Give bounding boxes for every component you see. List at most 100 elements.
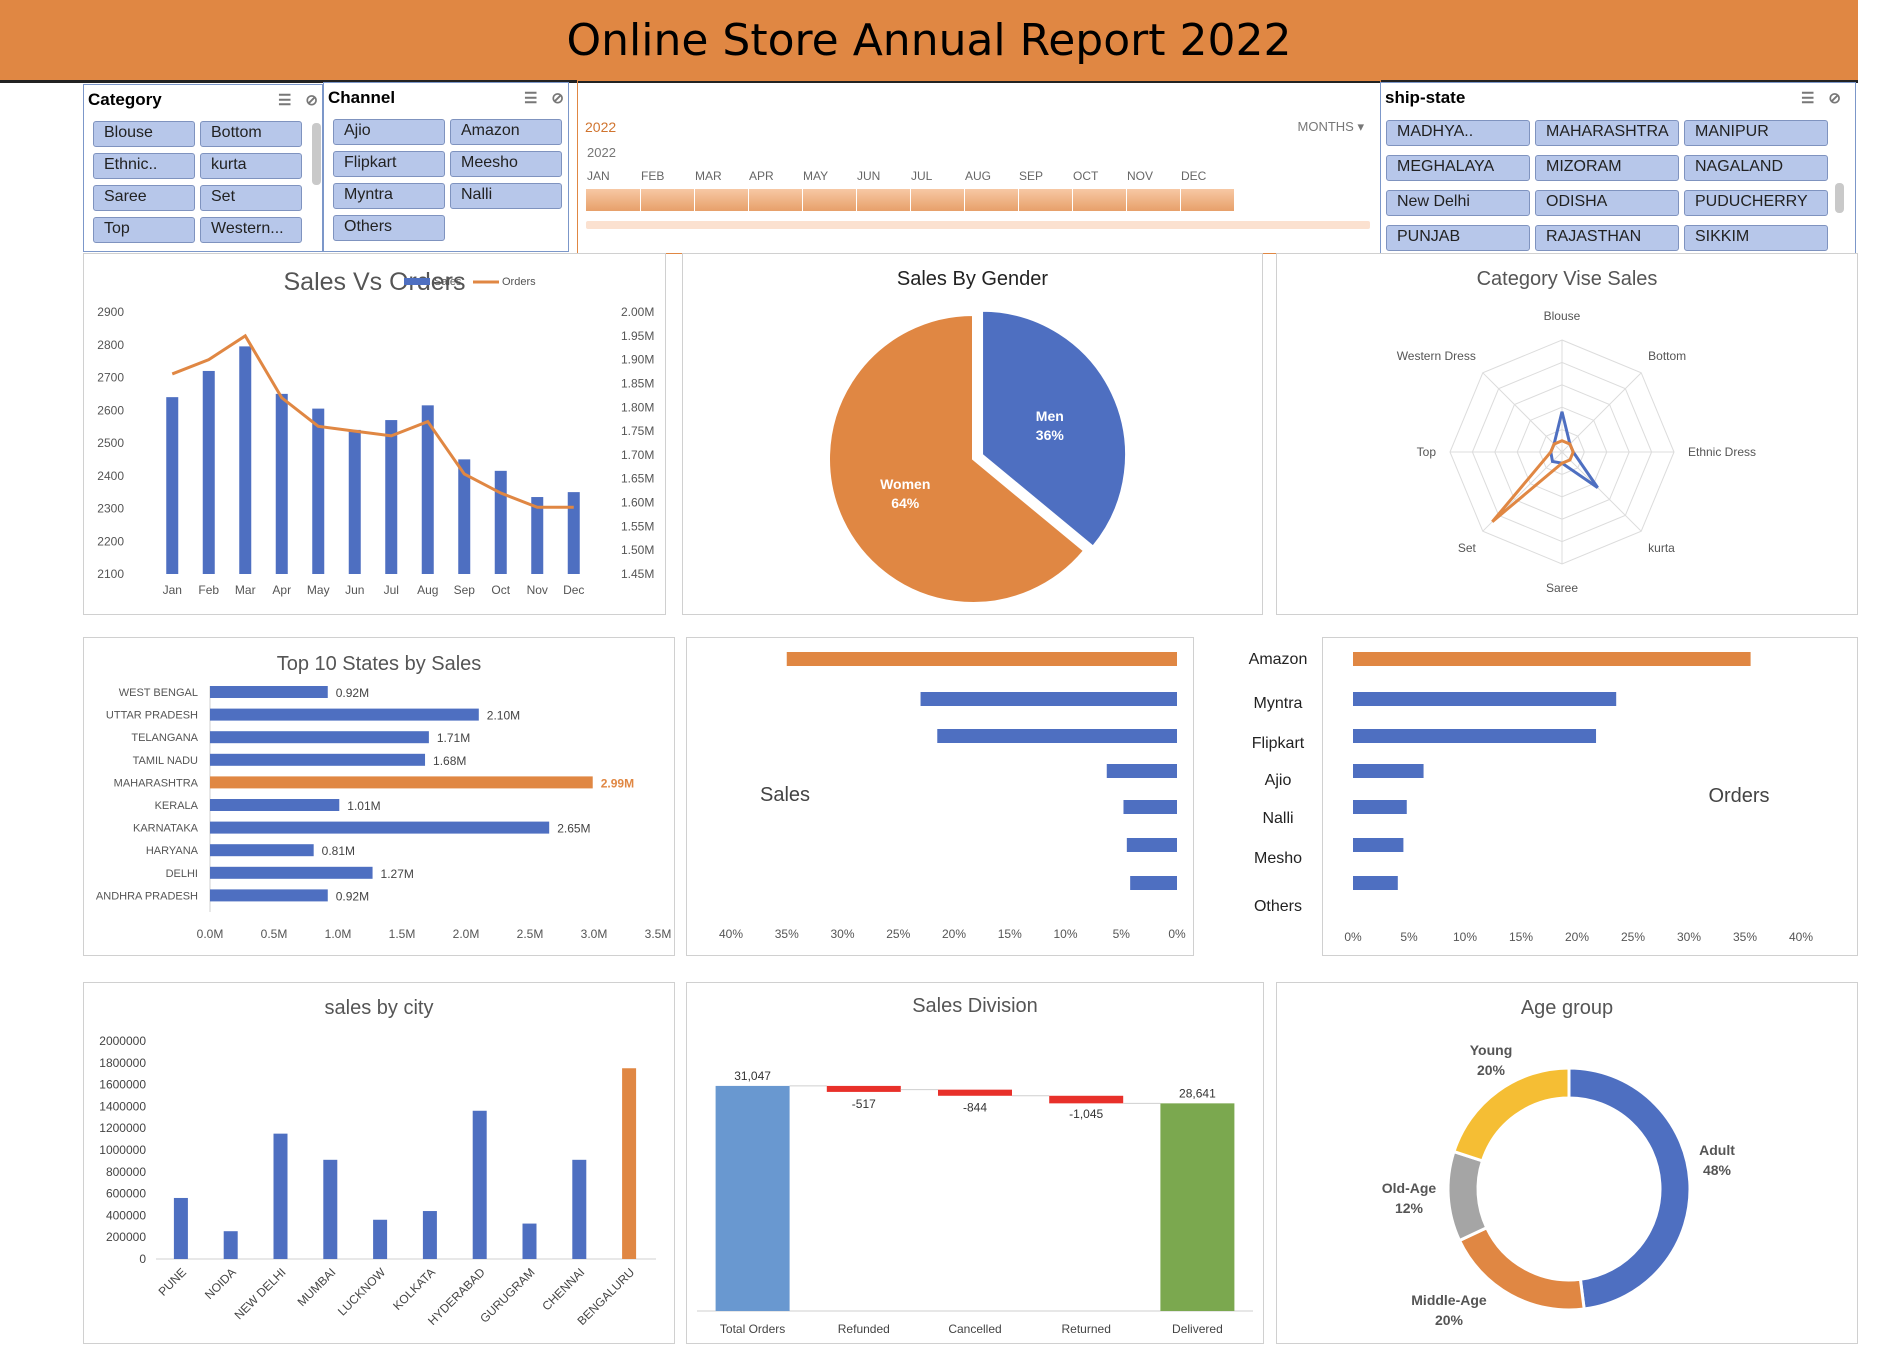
radar-axis-label: Ethnic Dress (1688, 445, 1756, 459)
timeline-month-label[interactable]: JUN (857, 169, 881, 183)
state-value-label: 1.68M (433, 754, 466, 768)
category-scrollbar[interactable] (312, 123, 321, 185)
slice-label: Men (1036, 408, 1064, 424)
timeline-month-label[interactable]: DEC (1181, 169, 1207, 183)
ship-state-option[interactable]: RAJASTHAN (1535, 225, 1679, 251)
x-tick-label: LUCKNOW (335, 1265, 389, 1319)
chart-title: Category Vise Sales (1476, 268, 1658, 290)
waterfall-value-label: -1,045 (1069, 1107, 1103, 1121)
timeline-selection-bar[interactable] (586, 189, 1234, 211)
ship-state-option[interactable]: PUDUCHERRY (1684, 190, 1828, 216)
chart-title: Sales Division (912, 995, 1038, 1017)
age-group-chart: Adult 48% Middle-Age 20% Old-Age 12% Young 20% (1382, 1042, 1735, 1328)
x-tick-label: 10% (1053, 927, 1077, 941)
timeline-month-label[interactable]: AUG (965, 169, 992, 183)
ship-state-option[interactable]: MEGHALAYA (1386, 155, 1530, 181)
legend-sales-label: Sales (434, 276, 462, 288)
channel-option[interactable]: Myntra (333, 183, 445, 209)
ship-state-option[interactable]: ODISHA (1535, 190, 1679, 216)
timeline-month-label[interactable]: FEB (641, 169, 665, 183)
ship-state-option[interactable]: SIKKIM (1684, 225, 1828, 251)
channel-option[interactable]: Nalli (450, 183, 562, 209)
clear-filter-icon[interactable]: ⊘ (1828, 90, 1841, 107)
timeline-month-label[interactable]: MAR (695, 169, 722, 183)
timeline-month-divider (1126, 189, 1127, 211)
timeline-month-label[interactable]: MAY (803, 169, 829, 183)
category-option[interactable]: Western... (200, 217, 302, 243)
category-vise-sales-panel: Category Vise Sales Blouse Bottom Ethnic D… (1276, 253, 1858, 615)
city-bar (472, 1110, 487, 1259)
ship-state-option[interactable]: New Delhi (1386, 190, 1530, 216)
y-tick-label: 2300 (97, 502, 124, 516)
radar-axis (1561, 372, 1642, 453)
clear-filter-icon[interactable]: ⊘ (305, 92, 318, 109)
timeline-month-label[interactable]: JAN (587, 169, 610, 183)
channel-option[interactable]: Meesho (450, 151, 562, 177)
channel-option[interactable]: Ajio (333, 119, 445, 145)
waterfall-value-label: 28,641 (1179, 1086, 1216, 1100)
channel-option[interactable]: Amazon (450, 119, 562, 145)
ship-state-option[interactable]: MAHARASHTRA (1535, 120, 1679, 146)
y2-tick-label: 2.00M (621, 305, 654, 319)
multi-select-icon[interactable]: ☰ (523, 90, 538, 107)
x-tick-label: May (307, 583, 330, 597)
ship-state-scrollbar[interactable] (1835, 183, 1844, 213)
timeline-month-divider (640, 189, 641, 211)
x-tick-label: 0.0M (197, 927, 224, 941)
channel-option[interactable]: Others (333, 215, 445, 241)
y-tick-label: 1000000 (99, 1143, 146, 1157)
x-tick-label: CHENNAI (539, 1265, 587, 1313)
timeline-month-label[interactable]: OCT (1073, 169, 1099, 183)
timeline-month-label[interactable]: SEP (1019, 169, 1044, 183)
multi-select-icon[interactable]: ☰ (277, 92, 292, 109)
y2-tick-label: 1.55M (621, 519, 654, 533)
clear-filter-icon[interactable]: ⊘ (551, 90, 564, 107)
timeline-month-label[interactable]: APR (749, 169, 774, 183)
sales-bar (458, 459, 471, 574)
state-label: MAHARASHTRA (114, 777, 199, 789)
radar-series-line (1491, 439, 1575, 523)
channel-orders-panel: 0% 5% 10% 15% 20% 25% 30% 35% 40% Orders (1322, 637, 1858, 956)
ship-state-option[interactable]: MANIPUR (1684, 120, 1828, 146)
ship-state-option[interactable]: MIZORAM (1535, 155, 1679, 181)
state-bar (210, 753, 426, 766)
y-tick-label: 2800 (97, 338, 124, 352)
timeline-month-label[interactable]: NOV (1127, 169, 1154, 183)
ship-state-option[interactable]: MADHYA.. (1386, 120, 1530, 146)
timeline-level-dropdown[interactable]: MONTHS ▾ (1298, 119, 1365, 135)
timeline-month-divider (1072, 189, 1073, 211)
y-tick-label: 2200 (97, 534, 124, 548)
x-tick-label: Oct (491, 583, 510, 597)
category-option[interactable]: Saree (93, 185, 195, 211)
channel-orders-bar (1353, 876, 1398, 890)
state-value-label: 2.10M (487, 709, 520, 723)
channel-sales-bar (1126, 838, 1177, 852)
radar-axis-label: kurta (1648, 541, 1675, 555)
donut-slice-young (1452, 1066, 1571, 1163)
multi-select-icon[interactable]: ☰ (1800, 90, 1815, 107)
timeline-scrollbar[interactable] (586, 221, 1370, 229)
category-option[interactable]: Ethnic.. (93, 153, 195, 179)
timeline-month-label[interactable]: JUL (911, 169, 933, 183)
y-tick-label: 2400 (97, 469, 124, 483)
ship-state-slicer-label: ship-state (1385, 88, 1466, 107)
y-tick-label: 2900 (97, 305, 124, 319)
timeline-period: 2022 (585, 119, 617, 135)
city-bar (572, 1159, 587, 1259)
channel-option[interactable]: Flipkart (333, 151, 445, 177)
slice-percent: 64% (891, 495, 920, 511)
category-option[interactable]: Top (93, 217, 195, 243)
slice-label: Old-Age (1382, 1180, 1437, 1196)
category-option[interactable]: kurta (200, 153, 302, 179)
ship-state-option[interactable]: NAGALAND (1684, 155, 1828, 181)
x-tick-label: 35% (775, 927, 799, 941)
category-radar-chart: Blouse Bottom Ethnic Dress kurta Saree Set Top… (1397, 309, 1756, 595)
timeline-month-divider (1018, 189, 1019, 211)
category-option[interactable]: Blouse (93, 121, 195, 147)
radar-axis-label: Bottom (1648, 349, 1686, 363)
category-option[interactable]: Bottom (200, 121, 302, 147)
waterfall-value-label: -517 (852, 1097, 876, 1111)
ship-state-option[interactable]: PUNJAB (1386, 225, 1530, 251)
channel-orders-bar (1353, 800, 1407, 814)
category-option[interactable]: Set (200, 185, 302, 211)
